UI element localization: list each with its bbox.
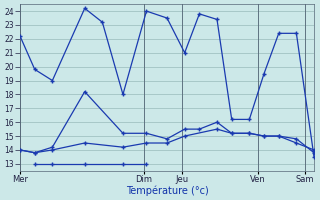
X-axis label: Température (°c): Température (°c) — [126, 185, 208, 196]
